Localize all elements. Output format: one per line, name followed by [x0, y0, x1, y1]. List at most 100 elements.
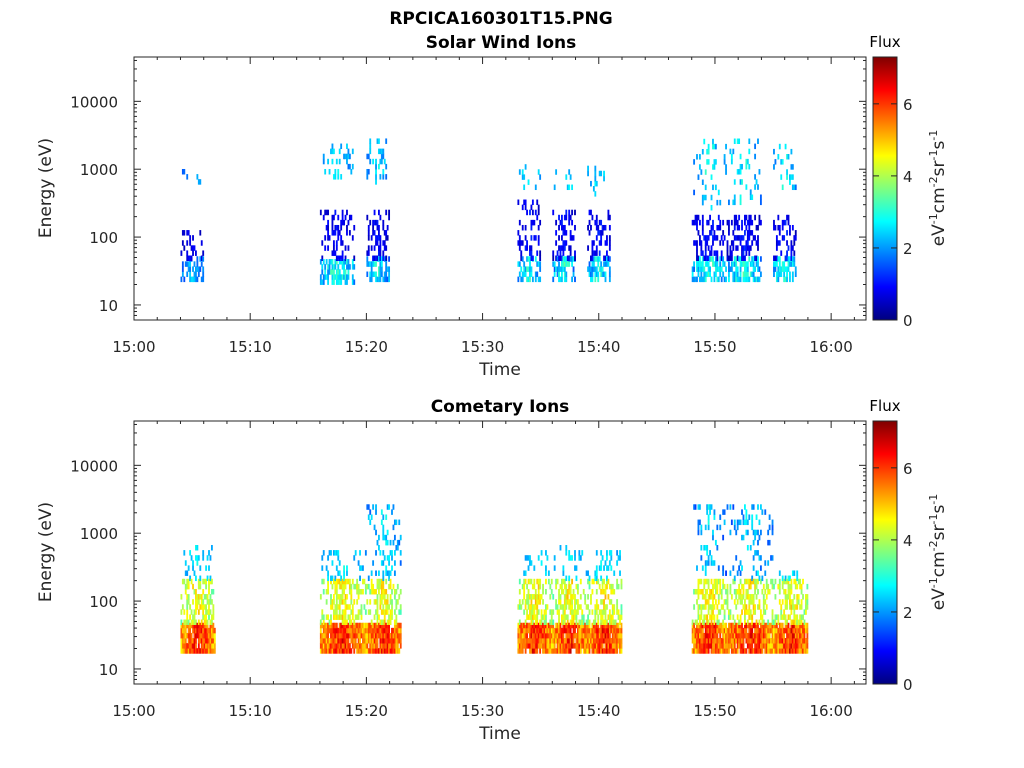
flux-cell — [561, 638, 563, 644]
flux-cell — [617, 643, 620, 649]
flux-cell — [321, 578, 324, 585]
flux-cell — [524, 619, 527, 626]
flux-cell — [354, 627, 357, 634]
flux-cell — [585, 570, 588, 576]
flux-cell — [553, 627, 556, 634]
flux-cell — [746, 235, 749, 241]
flux-cell — [714, 599, 717, 605]
flux-cell — [385, 648, 388, 654]
flux-cell — [375, 599, 377, 605]
flux-cell — [806, 604, 809, 610]
flux-cell — [696, 224, 698, 231]
flux-cell — [786, 154, 788, 160]
flux-cell — [337, 627, 340, 634]
flux-cell — [193, 627, 196, 634]
flux-cell — [545, 570, 547, 576]
flux-cell — [584, 632, 587, 639]
flux-cell — [791, 256, 794, 262]
flux-cell — [781, 224, 784, 231]
x-tick-label: 16:00 — [810, 702, 853, 720]
flux-cell — [527, 643, 530, 649]
colorbar-label-unit: eV — [929, 224, 949, 246]
flux-cell — [713, 143, 716, 150]
flux-cell — [786, 230, 788, 236]
flux-cell — [733, 138, 736, 145]
flux-cell — [537, 627, 540, 634]
flux-cell — [531, 594, 534, 600]
flux-cell — [552, 638, 555, 644]
flux-cell — [206, 638, 209, 644]
flux-cell — [712, 224, 714, 231]
flux-cell — [375, 240, 377, 246]
flux-cell — [735, 214, 738, 221]
x-tick-label: 15:00 — [112, 702, 155, 720]
flux-cell — [369, 643, 372, 649]
flux-cell — [783, 614, 786, 620]
flux-cell — [334, 168, 337, 175]
flux-cell — [186, 583, 189, 590]
flux-cell — [802, 594, 804, 600]
flux-cell — [791, 261, 794, 267]
figure-title: RPCICA160301T15.PNG — [389, 9, 612, 29]
flux-cell — [796, 632, 799, 639]
flux-cell — [738, 138, 741, 145]
flux-cell — [770, 555, 772, 561]
flux-cell — [726, 632, 729, 639]
flux-cell — [787, 594, 790, 600]
flux-cell — [775, 276, 778, 283]
flux-cell — [524, 245, 527, 251]
flux-cell — [332, 622, 335, 629]
flux-cell — [765, 578, 768, 585]
flux-cell — [601, 632, 604, 639]
flux-cell — [793, 184, 796, 191]
flux-cell — [378, 245, 380, 251]
flux-cell — [696, 261, 698, 267]
flux-cell — [536, 648, 539, 654]
flux-cell — [561, 219, 563, 226]
flux-cell — [322, 643, 325, 649]
flux-cell — [594, 638, 597, 644]
flux-cell — [774, 266, 777, 272]
flux-cell — [726, 255, 729, 262]
flux-cell — [700, 245, 703, 251]
flux-cell — [549, 594, 552, 600]
flux-cell — [189, 240, 192, 246]
flux-cell — [741, 224, 743, 231]
flux-cell — [537, 276, 540, 283]
flux-cell — [196, 632, 199, 639]
flux-cell — [379, 604, 382, 610]
flux-cell — [561, 627, 563, 634]
flux-cell — [563, 648, 566, 654]
flux-cell — [205, 622, 208, 629]
flux-cell — [691, 627, 694, 634]
flux-cell — [722, 219, 725, 226]
flux-cell — [518, 240, 521, 246]
x-tick-label: 15:40 — [577, 702, 620, 720]
flux-cell — [319, 622, 322, 629]
flux-cell — [777, 627, 780, 634]
flux-cell — [353, 255, 356, 262]
flux-cell — [806, 627, 809, 634]
flux-cell — [619, 627, 621, 634]
flux-cell — [325, 599, 328, 605]
flux-cell — [754, 153, 757, 160]
flux-cell — [707, 519, 710, 526]
flux-cell — [213, 638, 216, 644]
flux-cell — [784, 619, 787, 626]
flux-cell — [762, 619, 765, 626]
flux-cell — [196, 545, 199, 551]
flux-cell — [523, 643, 526, 649]
flux-cell — [556, 604, 559, 610]
flux-cell — [729, 245, 732, 251]
flux-cell — [328, 627, 331, 634]
flux-cell — [331, 627, 334, 634]
flux-cell — [594, 622, 597, 629]
flux-cell — [746, 594, 749, 600]
flux-cell — [319, 619, 322, 626]
flux-cell — [373, 599, 376, 605]
flux-cell — [755, 179, 758, 185]
flux-cell — [746, 545, 749, 551]
flux-cell — [181, 230, 184, 236]
flux-cell — [754, 638, 757, 644]
flux-cell — [794, 271, 797, 278]
